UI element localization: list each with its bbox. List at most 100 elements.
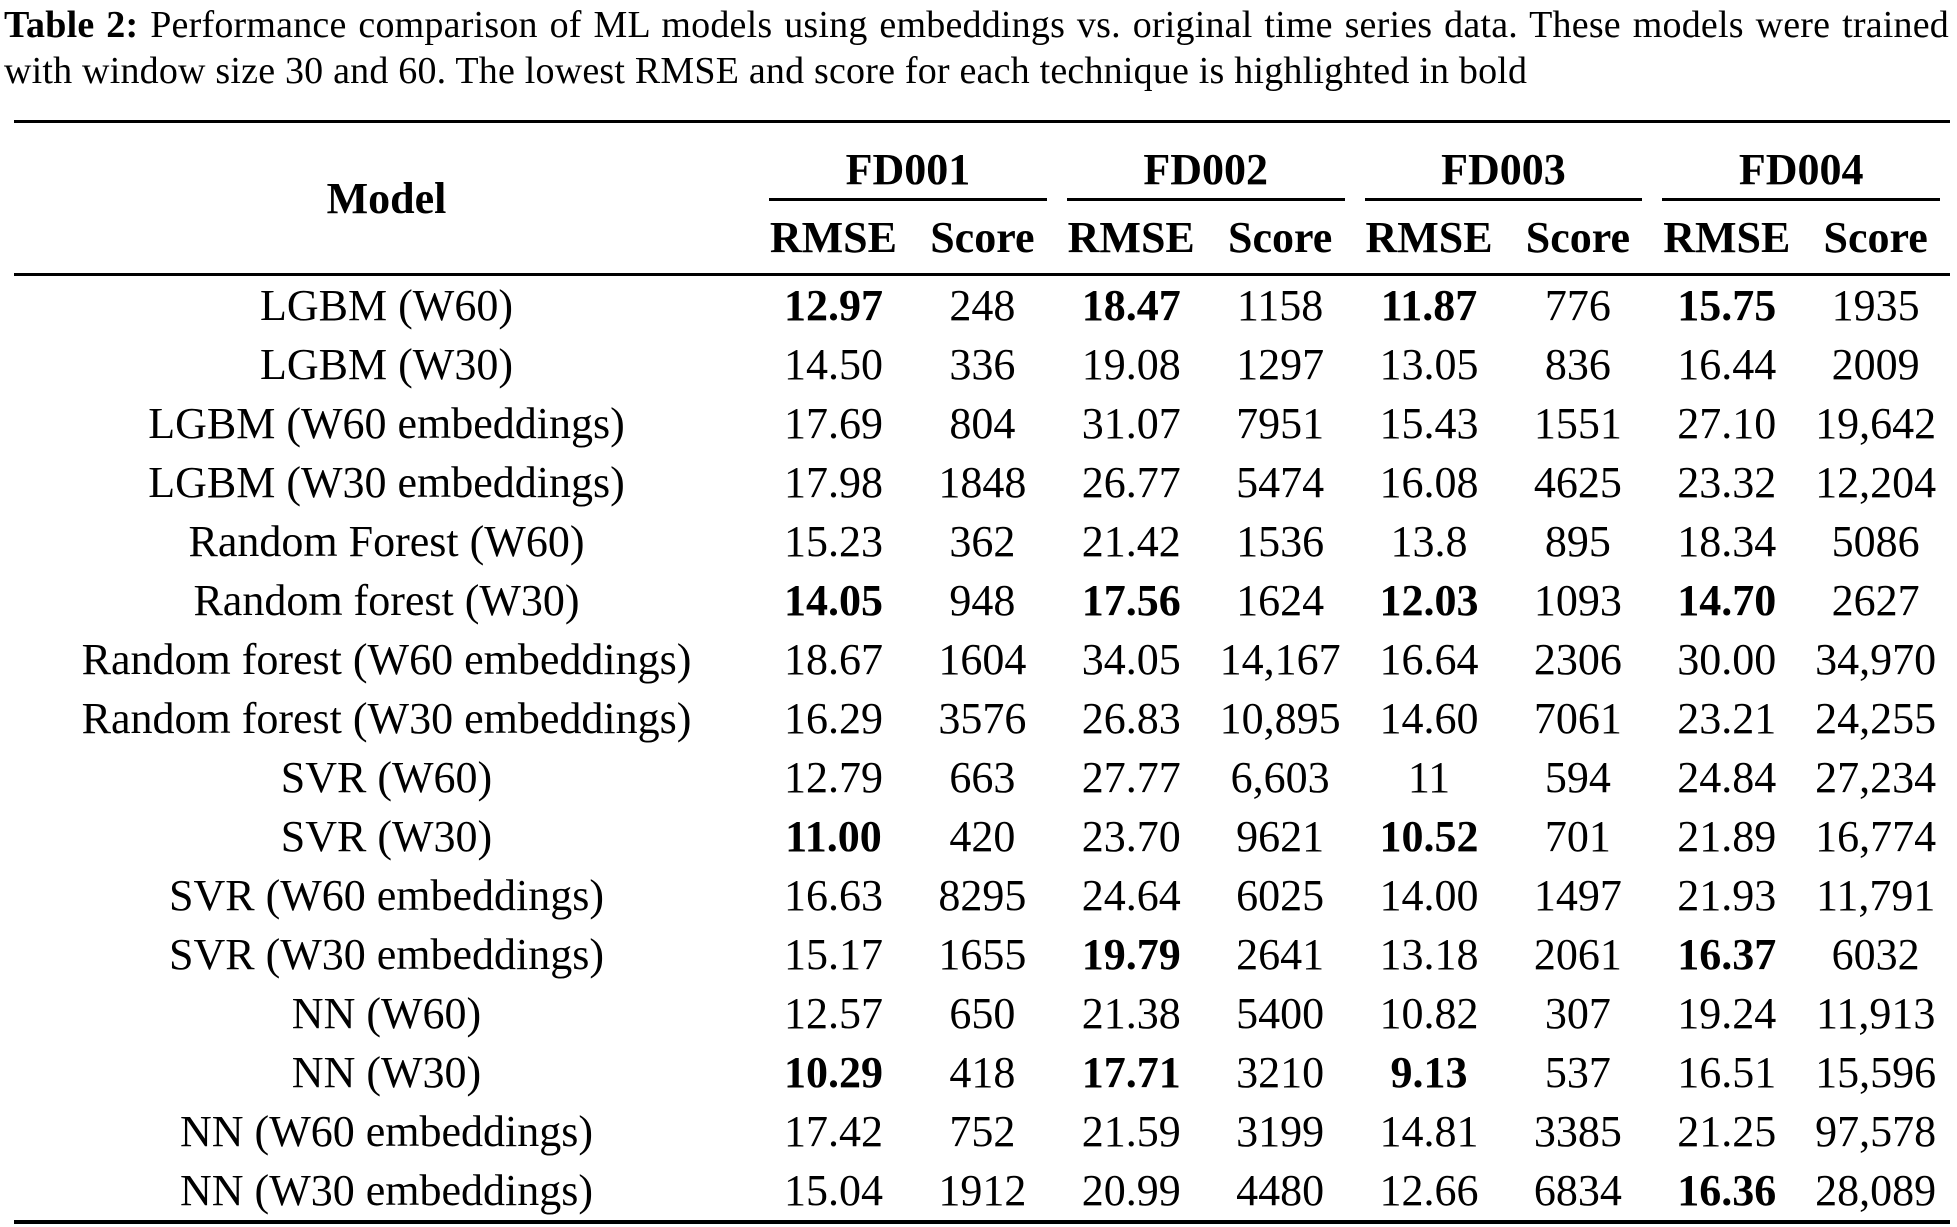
score-cell: 836 [1544, 340, 1611, 389]
score-cell: 5400 [1236, 989, 1325, 1038]
rmse-cell: 15.23 [783, 517, 883, 566]
subheader-score-fd004: Score [1801, 201, 1951, 276]
score-cell: 1935 [1831, 281, 1920, 330]
rmse-cell: 15.04 [783, 1166, 883, 1215]
rmse-cell: 26.77 [1081, 458, 1181, 507]
score-cell: 1604 [938, 635, 1027, 684]
rmse-cell: 24.64 [1081, 871, 1181, 920]
score-cell: 776 [1544, 281, 1611, 330]
rmse-cell: 30.00 [1677, 635, 1777, 684]
rmse-cell: 16.64 [1379, 635, 1479, 684]
rmse-cell: 23.32 [1677, 458, 1777, 507]
score-cell: 537 [1544, 1048, 1611, 1097]
rmse-cell: 14.81 [1379, 1107, 1479, 1156]
score-cell: 12,204 [1815, 458, 1937, 507]
rmse-cell: 24.84 [1677, 753, 1777, 802]
score-cell: 362 [949, 517, 1016, 566]
model-cell: Random forest (W60 embeddings) [81, 635, 692, 684]
score-cell: 3576 [938, 694, 1027, 743]
subheader-rmse-fd004: RMSE [1652, 201, 1802, 276]
group-header-fd003: FD003 [1355, 122, 1653, 201]
score-cell: 1536 [1236, 517, 1325, 566]
score-cell: 15,596 [1815, 1048, 1937, 1097]
rmse-cell: 17.71 [1081, 1048, 1181, 1097]
rmse-cell: 34.05 [1081, 635, 1181, 684]
score-cell: 7061 [1533, 694, 1622, 743]
model-cell: Random forest (W30) [193, 576, 580, 625]
score-cell: 8295 [938, 871, 1027, 920]
rmse-cell: 27.77 [1081, 753, 1181, 802]
table-row: NN (W30) 10.29 418 17.71 3210 9.13 537 16.51 15,… [14, 1043, 1950, 1102]
subheader-score-fd001: Score [907, 201, 1057, 276]
rmse-cell: 10.82 [1379, 989, 1479, 1038]
table-row: NN (W60 embeddings) 17.42 752 21.59 3199 14.8… [14, 1102, 1950, 1161]
rmse-cell: 16.29 [783, 694, 883, 743]
score-cell: 24,255 [1815, 694, 1937, 743]
rmse-cell: 12.03 [1379, 576, 1479, 625]
score-cell: 6834 [1533, 1166, 1622, 1215]
score-cell: 248 [949, 281, 1016, 330]
rmse-cell: 9.13 [1390, 1048, 1468, 1097]
rmse-cell: 16.08 [1379, 458, 1479, 507]
score-cell: 2641 [1236, 930, 1325, 979]
score-cell: 5474 [1236, 458, 1325, 507]
score-cell: 9621 [1236, 812, 1325, 861]
rmse-cell: 16.44 [1677, 340, 1777, 389]
rmse-cell: 17.69 [783, 399, 883, 448]
rmse-cell: 11.87 [1380, 281, 1478, 330]
rmse-cell: 12.79 [783, 753, 883, 802]
rmse-cell: 11 [1407, 753, 1451, 802]
score-cell: 11,791 [1815, 871, 1936, 920]
rmse-cell: 23.70 [1081, 812, 1181, 861]
table-row: LGBM (W30) 14.50 336 19.08 1297 13.05 836 16.44… [14, 335, 1950, 394]
subheader-score-fd002: Score [1205, 201, 1355, 276]
rmse-cell: 14.05 [783, 576, 883, 625]
model-cell: SVR (W60 embeddings) [168, 871, 605, 920]
rmse-cell: 16.51 [1677, 1048, 1777, 1097]
score-cell: 97,578 [1815, 1107, 1937, 1156]
table-row: SVR (W30 embeddings) 15.17 1655 19.79 2641 13… [14, 925, 1950, 984]
rmse-cell: 21.93 [1677, 871, 1777, 920]
model-cell: SVR (W30 embeddings) [168, 930, 605, 979]
model-cell: NN (W60 embeddings) [179, 1107, 593, 1156]
rmse-cell: 19.24 [1677, 989, 1777, 1038]
score-cell: 948 [949, 576, 1016, 625]
score-cell: 3385 [1533, 1107, 1622, 1156]
score-cell: 3210 [1236, 1048, 1325, 1097]
rmse-cell: 14.00 [1379, 871, 1479, 920]
table-row: SVR (W30) 11.00 420 23.70 9621 10.52 701 21.89 1… [14, 807, 1950, 866]
score-cell: 2061 [1533, 930, 1622, 979]
rmse-cell: 18.34 [1677, 517, 1777, 566]
score-cell: 16,774 [1815, 812, 1937, 861]
score-cell: 1912 [938, 1166, 1027, 1215]
score-cell: 6,603 [1230, 753, 1330, 802]
score-cell: 19,642 [1815, 399, 1937, 448]
score-cell: 1093 [1533, 576, 1622, 625]
rmse-cell: 23.21 [1677, 694, 1777, 743]
rmse-cell: 15.43 [1379, 399, 1479, 448]
rmse-cell: 21.38 [1081, 989, 1181, 1038]
rmse-cell: 21.59 [1081, 1107, 1181, 1156]
table-row: LGBM (W60 embeddings) 17.69 804 31.07 7951 15… [14, 394, 1950, 453]
rmse-cell: 31.07 [1081, 399, 1181, 448]
score-cell: 14,167 [1219, 635, 1341, 684]
model-cell: NN (W60) [291, 989, 482, 1038]
rmse-cell: 13.05 [1379, 340, 1479, 389]
rmse-cell: 16.63 [783, 871, 883, 920]
score-cell: 336 [949, 340, 1016, 389]
score-cell: 28,089 [1815, 1166, 1937, 1215]
score-cell: 1158 [1236, 281, 1324, 330]
rmse-cell: 27.10 [1677, 399, 1777, 448]
rmse-cell: 11.00 [785, 812, 882, 861]
table-row: Random forest (W30 embeddings) 16.29 3576 2… [14, 689, 1950, 748]
model-cell: NN (W30 embeddings) [179, 1166, 593, 1215]
rmse-cell: 14.70 [1677, 576, 1777, 625]
table-row: NN (W30 embeddings) 15.04 1912 20.99 4480 12.… [14, 1161, 1950, 1222]
rmse-cell: 15.17 [783, 930, 883, 979]
score-cell: 1297 [1236, 340, 1325, 389]
score-cell: 752 [949, 1107, 1016, 1156]
model-cell: LGBM (W60) [260, 281, 513, 330]
table-row: Random forest (W60 embeddings) 18.67 1604 3… [14, 630, 1950, 689]
rmse-cell: 16.37 [1677, 930, 1777, 979]
score-cell: 307 [1544, 989, 1611, 1038]
